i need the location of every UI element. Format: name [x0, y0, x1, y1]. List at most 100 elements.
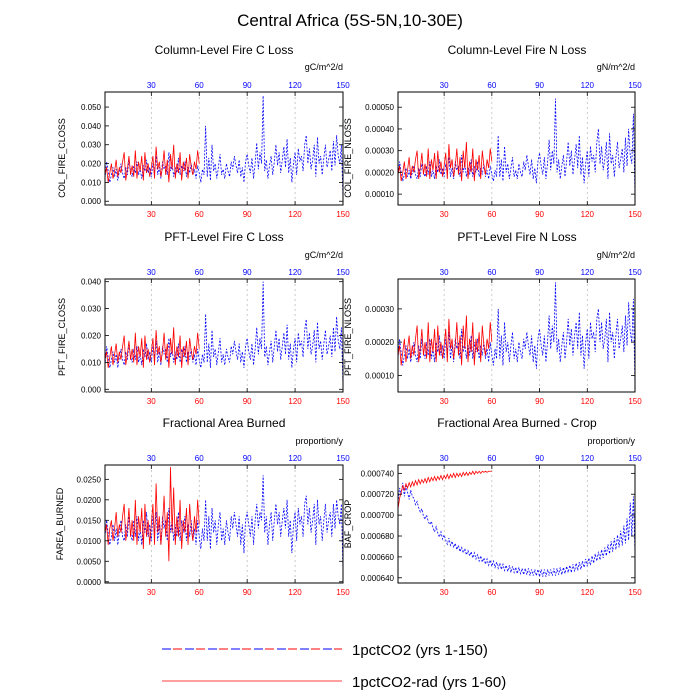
x-tick-label-bottom: 30	[147, 397, 156, 406]
y-tick-label: 0.040	[81, 122, 102, 131]
plot-area: 0.000640 0.000660 0.000680 0.000700 0.000720…	[361, 454, 643, 597]
x-tick-label-top: 60	[195, 268, 204, 277]
y-tick-label: 0.00030	[365, 305, 394, 314]
panel-units: gC/m^2/d	[305, 250, 343, 260]
x-tick-label-top: 120	[288, 268, 302, 277]
y-tick-label: 0.000660	[361, 553, 395, 562]
series-line-1pctco2-rad	[105, 327, 200, 368]
x-tick-label-bottom: 150	[628, 397, 642, 406]
panel-units: proportion/y	[587, 436, 635, 446]
series-line-1pctco2	[398, 98, 635, 199]
panel-col-fire-n-loss: Column-Level Fire N Loss gN/m^2/d COL_FI…	[343, 43, 642, 219]
x-tick-label-top: 90	[535, 81, 544, 90]
x-tick-label-top: 90	[243, 454, 252, 463]
x-tick-label-top: 150	[628, 81, 642, 90]
x-tick-label-bottom: 90	[535, 210, 544, 219]
x-tick-label-bottom: 90	[243, 588, 252, 597]
x-tick-label-top: 60	[195, 81, 204, 90]
panel-title: Column-Level Fire N Loss	[448, 43, 587, 57]
x-tick-label-bottom: 60	[195, 588, 204, 597]
series-line-1pctco2-rad	[398, 141, 493, 182]
x-tick-label-top: 150	[336, 268, 350, 277]
panel-col-fire-c-loss: Column-Level Fire C Loss gC/m^2/d COL_FI…	[57, 43, 350, 219]
x-tick-label-top: 120	[581, 454, 595, 463]
panel-title: Fractional Area Burned - Crop	[437, 416, 597, 430]
x-tick-label-top: 150	[628, 268, 642, 277]
plot-frame	[104, 91, 344, 206]
x-tick-label-top: 30	[147, 268, 156, 277]
x-tick-label-top: 150	[336, 454, 350, 463]
x-tick-label-bottom: 150	[336, 210, 350, 219]
x-tick-label-bottom: 150	[336, 588, 350, 597]
y-tick-label: 0.0050	[77, 557, 102, 566]
panel-title: PFT-Level Fire N Loss	[457, 230, 576, 244]
series-line-1pctco2-rad	[398, 470, 492, 509]
figure-title: Central Africa (5S-5N,10-30E)	[237, 11, 463, 30]
series-line-1pctco2-rad	[105, 467, 200, 562]
y-tick-label: 0.0200	[77, 496, 102, 505]
x-tick-label-bottom: 120	[288, 397, 302, 406]
x-tick-label-bottom: 120	[581, 397, 595, 406]
y-tick-label: 0.00020	[365, 338, 394, 347]
y-tick-label: 0.050	[81, 103, 102, 112]
x-tick-label-bottom: 30	[440, 588, 449, 597]
y-tick-label: 0.000720	[361, 490, 395, 499]
panel-units: gC/m^2/d	[305, 62, 343, 72]
plot-frame	[397, 91, 636, 206]
x-tick-label-top: 150	[336, 81, 350, 90]
panel-title: PFT-Level Fire C Loss	[164, 230, 283, 244]
x-tick-label-bottom: 60	[195, 210, 204, 219]
x-tick-label-bottom: 60	[487, 210, 496, 219]
x-tick-label-top: 30	[440, 454, 449, 463]
y-axis-label: PFT_FIRE_CLOSS	[57, 298, 67, 376]
x-tick-label-top: 90	[243, 268, 252, 277]
legend-label-1pctco2-rad: 1pctCO2-rad (yrs 1-60)	[352, 674, 506, 691]
x-tick-label-bottom: 150	[336, 397, 350, 406]
x-tick-label-top: 150	[628, 454, 642, 463]
plot-area: 0.00010 0.00020 0.00030 0.00040 0.00050 30 60 9…	[365, 81, 642, 219]
x-tick-label-top: 60	[487, 454, 496, 463]
x-tick-label-bottom: 120	[288, 588, 302, 597]
y-tick-label: 0.000	[81, 197, 102, 206]
y-tick-label: 0.030	[81, 305, 102, 314]
x-tick-label-top: 90	[535, 454, 544, 463]
x-tick-label-bottom: 60	[195, 397, 204, 406]
y-tick-label: 0.00020	[365, 168, 394, 177]
x-tick-label-top: 60	[487, 268, 496, 277]
plot-area: 0.0000 0.0050 0.0100 0.0150 0.0200 0.0250 30 60…	[77, 454, 351, 597]
x-tick-label-bottom: 90	[243, 210, 252, 219]
y-tick-label: 0.000740	[361, 469, 395, 478]
x-tick-label-bottom: 150	[628, 588, 642, 597]
panel-farea-burned: Fractional Area Burned proportion/y FARE…	[55, 416, 350, 597]
panel-baf-crop: Fractional Area Burned - Crop proportion…	[343, 416, 642, 597]
panel-units: proportion/y	[295, 436, 343, 446]
x-tick-label-bottom: 120	[581, 210, 595, 219]
x-tick-label-top: 120	[288, 81, 302, 90]
panel-pft-fire-n-loss: PFT-Level Fire N Loss gN/m^2/d PFT_FIRE_…	[343, 230, 642, 406]
y-tick-label: 0.020	[81, 160, 102, 169]
y-tick-label: 0.00040	[365, 125, 394, 134]
y-tick-label: 0.0250	[77, 475, 102, 484]
y-tick-label: 0.030	[81, 141, 102, 150]
plot-frame	[104, 464, 344, 584]
panel-title: Fractional Area Burned	[163, 416, 286, 430]
x-tick-label-bottom: 30	[147, 588, 156, 597]
panel-pft-fire-c-loss: PFT-Level Fire C Loss gC/m^2/d PFT_FIRE_…	[57, 230, 350, 406]
x-tick-label-bottom: 120	[288, 210, 302, 219]
y-tick-label: 0.000680	[361, 532, 395, 541]
y-axis-label: BAF_CROP	[343, 500, 353, 549]
x-tick-label-top: 30	[440, 268, 449, 277]
x-tick-label-top: 120	[581, 268, 595, 277]
y-tick-label: 0.0150	[77, 516, 102, 525]
x-tick-label-bottom: 90	[535, 397, 544, 406]
y-tick-label: 0.000700	[361, 511, 395, 520]
plot-area: 0.000 0.010 0.020 0.030 0.040 30 60 90 120 150 30 6…	[81, 268, 350, 406]
x-tick-label-top: 30	[147, 81, 156, 90]
x-tick-label-bottom: 60	[487, 397, 496, 406]
x-tick-label-bottom: 60	[487, 588, 496, 597]
y-tick-label: 0.00010	[365, 371, 394, 380]
y-tick-label: 0.00010	[365, 190, 394, 199]
y-axis-label: COL_FIRE_CLOSS	[57, 118, 67, 198]
y-tick-label: 0.010	[81, 358, 102, 367]
